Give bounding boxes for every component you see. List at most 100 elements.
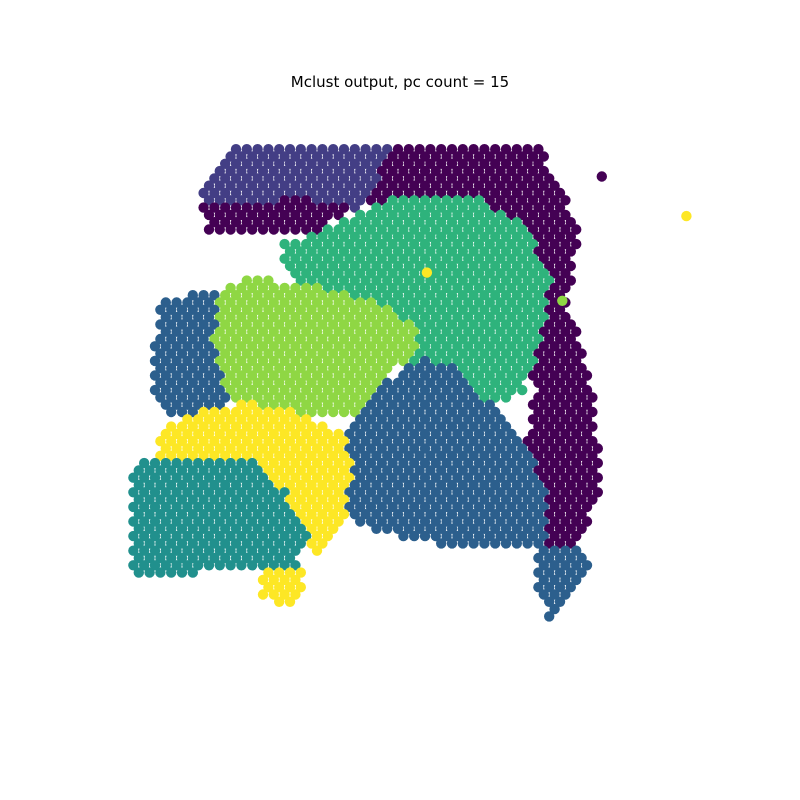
spot-cluster-5	[517, 253, 528, 264]
spot-cluster-7	[322, 472, 333, 483]
spot-cluster-1	[311, 209, 323, 221]
spot-cluster-4	[160, 560, 171, 571]
spot-cluster-7	[257, 443, 269, 454]
spot-cluster-2	[220, 158, 231, 169]
spot-cluster-5	[500, 377, 512, 388]
spot-cluster-4	[182, 487, 193, 498]
spot-cluster-3	[490, 450, 501, 461]
spot-cluster-1	[544, 523, 555, 534]
spot-cluster-4	[290, 530, 301, 542]
spot-cluster-3	[522, 450, 533, 461]
spot-cluster-1	[538, 414, 549, 425]
spot-cluster-4	[187, 479, 198, 491]
spot-cluster-7	[182, 428, 193, 440]
spot-cluster-3	[484, 457, 495, 469]
spot-cluster-6	[376, 311, 387, 323]
spot-cluster-3	[209, 304, 220, 315]
spot-cluster-7	[338, 494, 350, 505]
spot-cluster-4	[128, 472, 139, 483]
spot-cluster-3	[425, 421, 436, 432]
spot-cluster-1	[576, 436, 587, 447]
spot-cluster-3	[349, 494, 360, 505]
spot-cluster-7	[301, 443, 312, 454]
spot-cluster-3	[473, 414, 485, 425]
spot-cluster-5	[290, 253, 301, 264]
spot-cluster-3	[360, 421, 371, 432]
spot-cluster-6	[365, 297, 377, 308]
chart-title: Mclust output, pc count = 15	[290, 73, 510, 91]
spot-cluster-5	[517, 224, 528, 235]
spot-cluster-6	[257, 384, 269, 396]
spot-cluster-6	[241, 290, 252, 301]
spot-cluster-5	[436, 348, 447, 359]
spot-cluster-5	[311, 268, 323, 279]
spot-cluster-4	[149, 560, 161, 571]
spot-cluster-4	[128, 530, 139, 542]
spot-cluster-5	[403, 304, 414, 315]
spot-cluster-3	[500, 538, 512, 549]
spot-cluster-5	[506, 384, 517, 396]
spot-cluster-4	[263, 538, 274, 549]
spot-cluster-7	[166, 436, 177, 447]
spot-cluster-3	[371, 479, 382, 491]
spot-cluster-6	[295, 319, 306, 330]
spot-cluster-5	[403, 275, 414, 286]
spot-cluster-7	[252, 450, 263, 461]
spot-cluster-5	[522, 333, 533, 345]
spot-cluster-3	[490, 406, 501, 418]
spot-cluster-3	[193, 355, 204, 367]
spot-cluster-1	[446, 187, 458, 199]
spot-cluster-3	[441, 472, 452, 483]
spot-cluster-5	[376, 238, 387, 250]
spot-cluster-3	[376, 472, 387, 483]
spot-cluster-2	[247, 180, 258, 191]
spot-cluster-4	[160, 516, 171, 527]
spot-cluster-6	[306, 304, 317, 315]
spot-cluster-3	[425, 406, 436, 418]
spot-cluster-4	[220, 494, 231, 505]
spot-cluster-3	[425, 479, 436, 491]
spot-cluster-3	[166, 363, 177, 374]
spot-cluster-5	[527, 253, 539, 264]
spot-cluster-7	[160, 428, 171, 440]
spot-cluster-6	[360, 363, 371, 374]
spot-cluster-3	[387, 443, 398, 454]
spot-cluster-3	[376, 457, 387, 469]
spot-cluster-7	[311, 516, 323, 527]
spot-cluster-3	[500, 509, 512, 520]
spot-cluster-4	[203, 487, 215, 498]
spot-cluster-3	[425, 363, 436, 374]
spot-cluster-3	[446, 450, 458, 461]
spot-cluster-3	[360, 479, 371, 491]
spot-cluster-7	[225, 443, 236, 454]
spot-cluster-3	[398, 530, 409, 542]
spot-cluster-4	[241, 523, 252, 534]
spot-cluster-1	[463, 180, 474, 191]
spot-cluster-3	[538, 501, 549, 513]
spot-cluster-3	[500, 479, 512, 491]
spot-cluster-6	[355, 355, 366, 367]
spot-cluster-1	[365, 195, 377, 206]
spot-cluster-7	[328, 450, 339, 461]
spot-cluster-5	[479, 319, 490, 330]
spot-cluster-4	[139, 501, 150, 513]
spot-cluster-1	[527, 443, 539, 454]
spot-cluster-5	[495, 238, 506, 250]
spot-cluster-6	[387, 311, 398, 323]
spot-cluster-5	[473, 253, 485, 264]
spot-cluster-3	[457, 450, 468, 461]
spot-cluster-1	[581, 399, 593, 410]
spot-cluster-3	[473, 516, 485, 527]
spot-cluster-5	[506, 224, 517, 235]
spot-cluster-3	[149, 370, 161, 381]
spot-cluster-5	[409, 195, 420, 206]
spot-cluster-7	[198, 450, 209, 461]
spot-cluster-4	[133, 465, 144, 476]
spot-cluster-6	[333, 370, 344, 381]
spot-cluster-3	[457, 465, 468, 476]
spot-cluster-6	[279, 370, 290, 381]
spot-cluster-3	[187, 348, 198, 359]
spot-cluster-7	[301, 516, 312, 527]
spot-cluster-6	[290, 311, 301, 323]
spot-cluster-3	[484, 443, 495, 454]
